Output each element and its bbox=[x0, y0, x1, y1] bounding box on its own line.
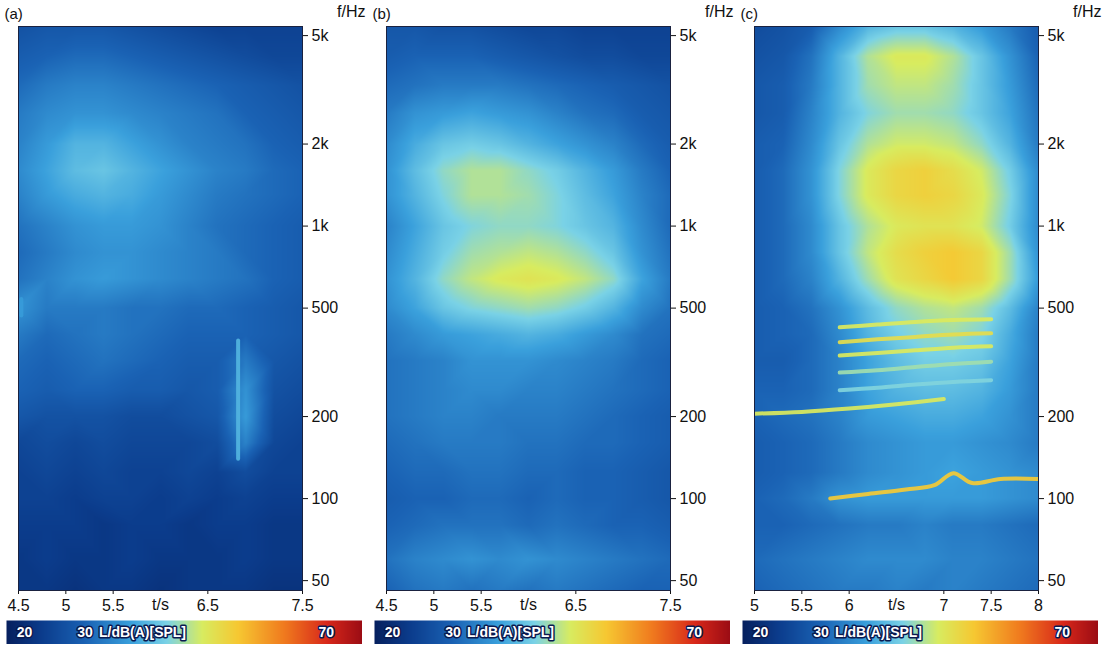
svg-text:20: 20 bbox=[753, 624, 769, 640]
svg-text:200: 200 bbox=[680, 408, 707, 425]
svg-text:2k: 2k bbox=[1048, 135, 1066, 152]
svg-text:2k: 2k bbox=[312, 135, 330, 152]
svg-text:2k: 2k bbox=[680, 135, 698, 152]
svg-text:5k: 5k bbox=[680, 27, 698, 44]
svg-text:t/s: t/s bbox=[520, 596, 537, 613]
svg-text:5: 5 bbox=[429, 597, 438, 614]
svg-text:500: 500 bbox=[1048, 299, 1075, 316]
svg-text:5.5: 5.5 bbox=[102, 597, 124, 614]
svg-text:(a): (a) bbox=[5, 5, 23, 22]
svg-text:30: 30 bbox=[445, 624, 461, 640]
svg-text:7.5: 7.5 bbox=[291, 597, 313, 614]
svg-text:6.5: 6.5 bbox=[565, 597, 587, 614]
svg-text:50: 50 bbox=[680, 572, 698, 589]
svg-text:1k: 1k bbox=[1048, 217, 1066, 234]
svg-text:t/s: t/s bbox=[152, 596, 169, 613]
svg-text:4.5: 4.5 bbox=[7, 597, 29, 614]
svg-text:20: 20 bbox=[17, 624, 33, 640]
svg-text:7: 7 bbox=[939, 597, 948, 614]
svg-text:70: 70 bbox=[1055, 624, 1071, 640]
svg-text:f/Hz: f/Hz bbox=[705, 3, 733, 20]
svg-text:1k: 1k bbox=[680, 217, 698, 234]
svg-text:7.5: 7.5 bbox=[980, 597, 1002, 614]
svg-text:50: 50 bbox=[1048, 572, 1066, 589]
svg-text:70: 70 bbox=[687, 624, 703, 640]
svg-text:100: 100 bbox=[680, 490, 707, 507]
svg-text:5.5: 5.5 bbox=[470, 597, 492, 614]
svg-text:6.5: 6.5 bbox=[197, 597, 219, 614]
svg-text:6: 6 bbox=[845, 597, 854, 614]
svg-text:(c): (c) bbox=[741, 5, 759, 22]
svg-text:30: 30 bbox=[813, 624, 829, 640]
svg-text:200: 200 bbox=[1048, 408, 1075, 425]
svg-text:100: 100 bbox=[1048, 490, 1075, 507]
svg-text:50: 50 bbox=[312, 572, 330, 589]
svg-text:f/Hz: f/Hz bbox=[1073, 3, 1101, 20]
svg-text:t/s: t/s bbox=[888, 596, 905, 613]
svg-text:70: 70 bbox=[319, 624, 335, 640]
svg-text:f/Hz: f/Hz bbox=[337, 3, 365, 20]
svg-text:200: 200 bbox=[312, 408, 339, 425]
svg-text:4.5: 4.5 bbox=[375, 597, 397, 614]
svg-text:20: 20 bbox=[385, 624, 401, 640]
svg-text:1k: 1k bbox=[312, 217, 330, 234]
svg-text:8: 8 bbox=[1034, 597, 1043, 614]
svg-text:7.5: 7.5 bbox=[659, 597, 681, 614]
svg-text:5: 5 bbox=[61, 597, 70, 614]
svg-text:30: 30 bbox=[77, 624, 93, 640]
svg-text:5: 5 bbox=[750, 597, 759, 614]
svg-text:L/dB(A)[SPL]: L/dB(A)[SPL] bbox=[835, 624, 922, 640]
svg-text:5.5: 5.5 bbox=[791, 597, 813, 614]
svg-text:5k: 5k bbox=[1048, 27, 1066, 44]
svg-text:5k: 5k bbox=[312, 27, 330, 44]
svg-text:500: 500 bbox=[680, 299, 707, 316]
svg-text:L/dB(A)[SPL]: L/dB(A)[SPL] bbox=[467, 624, 554, 640]
svg-text:(b): (b) bbox=[373, 5, 391, 22]
svg-text:L/dB(A)[SPL]: L/dB(A)[SPL] bbox=[99, 624, 186, 640]
svg-text:100: 100 bbox=[312, 490, 339, 507]
svg-text:500: 500 bbox=[312, 299, 339, 316]
